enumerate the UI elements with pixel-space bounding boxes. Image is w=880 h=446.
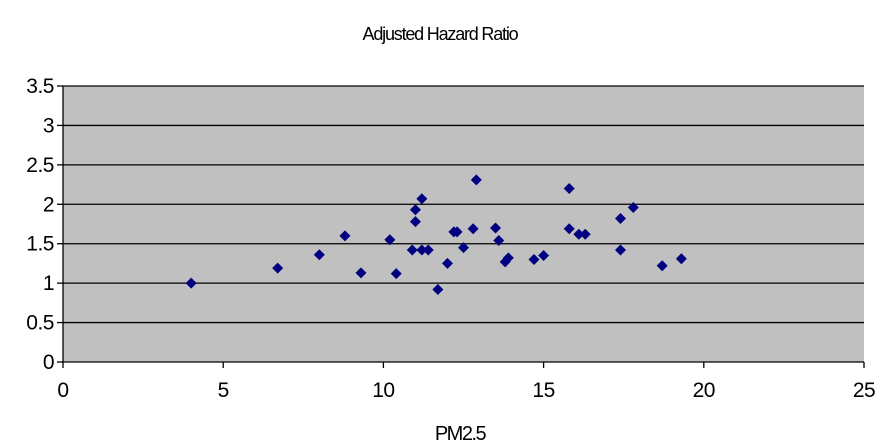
data-point-17 (451, 226, 463, 238)
data-point-35 (675, 253, 687, 265)
x-axis-ticks: 0 5 10 15 20 25 (57, 362, 876, 402)
data-point-11 (416, 193, 428, 205)
data-point-12 (416, 244, 428, 256)
data-point-22 (493, 235, 505, 247)
y-tick-label-0: 0 (43, 351, 54, 374)
y-tick-label-0.5: 0.5 (26, 312, 54, 335)
data-point-8 (406, 244, 418, 256)
data-point-24 (502, 252, 514, 264)
x-tick-label-25: 25 (853, 379, 875, 402)
data-point-9 (409, 204, 421, 216)
data-point-13 (422, 244, 434, 256)
y-tick-label-2: 2 (43, 193, 54, 216)
data-point-25 (528, 253, 540, 265)
plot-area (63, 86, 864, 362)
y-tick-label-3: 3 (43, 114, 54, 137)
data-point-32 (614, 244, 626, 256)
data-point-15 (441, 257, 453, 269)
data-point-34 (656, 260, 668, 272)
y-axis-ticks: 0 0.5 1 1.5 2 2.5 3 3.5 (26, 75, 63, 374)
x-tick-label-20: 20 (693, 379, 715, 402)
data-point-14 (432, 283, 444, 295)
data-point-7 (390, 268, 402, 280)
y-tick-label-3.5: 3.5 (26, 75, 54, 98)
data-point-27 (563, 183, 575, 195)
data-point-33 (627, 201, 639, 213)
data-point-20 (470, 174, 482, 186)
data-point-31 (614, 212, 626, 224)
data-point-6 (384, 234, 396, 246)
x-tick-label-10: 10 (372, 379, 394, 402)
axes (62, 86, 864, 363)
data-point-2 (272, 262, 284, 274)
y-tick-label-2.5: 2.5 (26, 154, 54, 177)
data-point-30 (579, 228, 591, 240)
data-point-4 (339, 230, 351, 242)
y-tick-label-1: 1 (43, 272, 54, 295)
y-tick-label-1.5: 1.5 (26, 233, 54, 256)
data-point-19 (467, 223, 479, 235)
x-tick-label-15: 15 (532, 379, 554, 402)
data-point-3 (313, 249, 325, 261)
x-tick-label-5: 5 (218, 379, 229, 402)
data-point-10 (409, 216, 421, 228)
data-point-26 (538, 250, 550, 262)
data-point-29 (573, 228, 585, 240)
data-point-5 (355, 267, 367, 279)
chart-title: Adjusted Hazard Ratio (363, 24, 519, 44)
data-point-18 (458, 242, 469, 254)
data-points (185, 174, 687, 295)
data-point-21 (490, 222, 502, 234)
x-tick-label-0: 0 (57, 379, 68, 402)
x-axis-label: PM2.5 (435, 423, 487, 445)
data-point-28 (563, 223, 575, 235)
data-point-1 (185, 277, 197, 289)
